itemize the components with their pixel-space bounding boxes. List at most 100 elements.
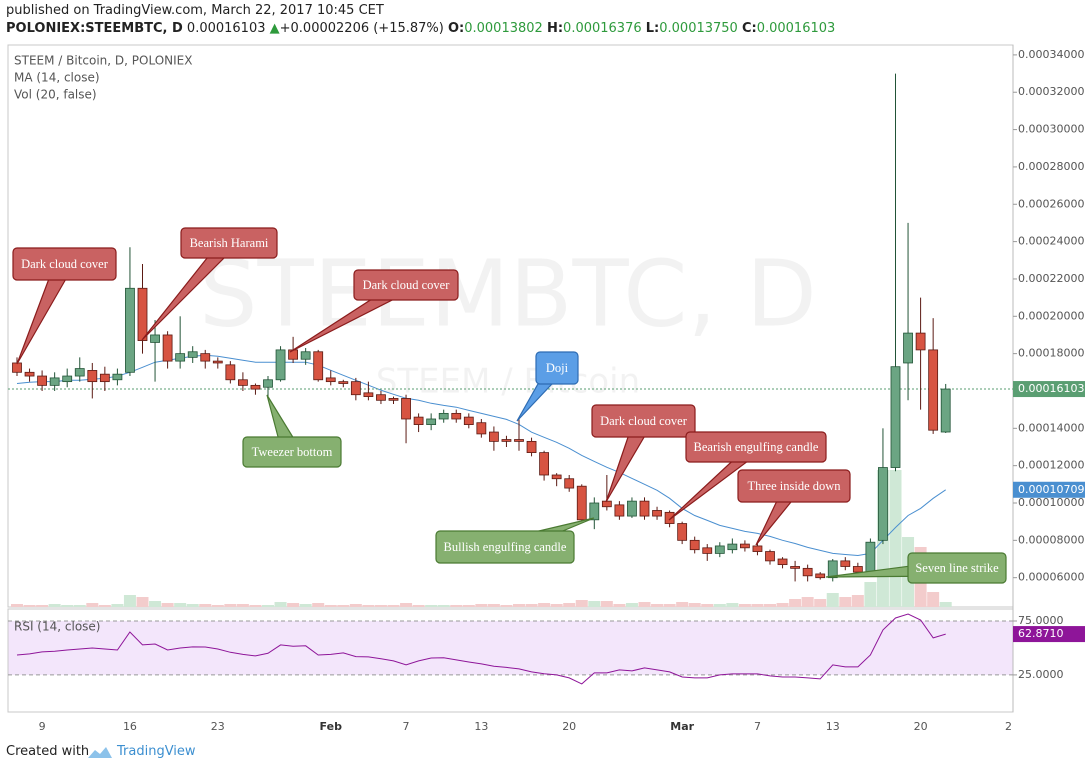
candle-body	[388, 398, 399, 401]
ohlc-label: L:	[645, 21, 660, 36]
candle-body	[827, 560, 838, 579]
volume-bar	[412, 605, 425, 607]
candle-body	[99, 373, 110, 383]
candle-body	[49, 377, 60, 386]
x-tick-label: Mar	[670, 720, 694, 733]
volume-bar	[701, 604, 714, 607]
volume-bar	[161, 603, 174, 607]
volume-bar	[588, 601, 601, 607]
y-tick-label: 0.00030000	[1018, 123, 1084, 136]
volume-bar	[563, 603, 576, 607]
volume-bar	[374, 605, 387, 607]
symbol-line: POLONIEX:STEEMBTC, D 0.00016103 ▲+0.0000…	[6, 21, 835, 36]
callout-text: Tweezer bottom	[252, 445, 333, 459]
candle-body	[488, 431, 499, 442]
volume-bar	[738, 604, 751, 607]
candle-body	[928, 349, 939, 431]
candle-body	[162, 334, 173, 362]
volume-bar	[801, 597, 814, 607]
candle-body	[652, 510, 662, 517]
candle-body	[576, 485, 587, 521]
rsi-tick-label: 75.0000	[1018, 614, 1064, 627]
candle-body	[940, 388, 951, 433]
x-tick-label: 7	[754, 720, 761, 733]
plot-layer: 25.0000 75.0000 0.00006000 0.00008000 0.0001…	[8, 48, 1085, 733]
candle-body	[263, 379, 273, 388]
y-tick-label: 0.00026000	[1018, 197, 1084, 210]
legend-ma: MA (14, close)	[14, 71, 100, 85]
callout-box	[535, 351, 579, 385]
volume-bar	[839, 597, 852, 607]
volume-bar	[600, 601, 613, 607]
candle-body	[87, 370, 98, 383]
volume-bar	[98, 605, 111, 607]
volume-bar	[450, 605, 463, 607]
volume-bar	[713, 604, 726, 607]
volume-bar	[927, 592, 940, 607]
volume-bar	[513, 604, 525, 607]
candle-body	[802, 567, 813, 577]
volume-bar	[851, 595, 864, 607]
candle-body	[627, 500, 637, 517]
volume-bar	[299, 604, 312, 607]
y-tick-label: 0.00006000	[1018, 571, 1084, 584]
y-tick-label: 0.00022000	[1018, 272, 1084, 285]
x-tick-label: 13	[826, 720, 840, 733]
change: +0.00002206 (+15.87%)	[279, 21, 444, 36]
volume-bar	[312, 603, 325, 607]
candle-body	[903, 332, 913, 364]
candle-body	[275, 349, 286, 381]
candle-body	[777, 558, 788, 566]
candle-body	[150, 334, 160, 343]
candle-body	[765, 551, 775, 562]
callout-box	[435, 530, 575, 564]
x-tick-label: 23	[211, 720, 225, 733]
symbol: POLONIEX:STEEMBTC, D	[6, 21, 183, 36]
brand[interactable]: TradingView	[117, 744, 196, 759]
callout-text: Doji	[546, 361, 569, 375]
candle-body	[501, 439, 512, 442]
volume-bar	[864, 582, 877, 607]
candle-body	[37, 375, 47, 386]
callout-box	[242, 436, 342, 468]
volume-bar	[400, 603, 413, 607]
candle-body	[852, 566, 863, 573]
ohlc-value: 0.00016103	[756, 21, 836, 36]
candle-body	[463, 416, 474, 425]
candle-body	[915, 332, 926, 351]
volume-bar	[726, 603, 739, 607]
callout-text: Dark cloud cover	[21, 257, 109, 271]
volume-bar	[86, 603, 99, 607]
candle-body	[514, 439, 524, 442]
last-price-label: 0.00016103	[1018, 382, 1084, 395]
rsi-line	[16, 613, 946, 685]
callout-text: Bearish Harami	[190, 236, 269, 250]
candle-body	[112, 373, 123, 381]
ohlc-value: 0.00013802	[464, 21, 543, 36]
callout-text: Three inside down	[747, 479, 841, 493]
x-tick-label: 9	[39, 720, 46, 733]
volume-bar	[638, 602, 651, 607]
candle-body	[187, 351, 198, 358]
volume-bar	[73, 605, 86, 607]
candle-body	[890, 366, 901, 468]
logo-shape	[88, 747, 112, 758]
ohlc-label: H:	[546, 21, 564, 36]
volume-bar	[249, 605, 262, 607]
candle-body	[24, 371, 35, 377]
candle-body	[740, 543, 750, 549]
volume-bar	[475, 604, 488, 607]
created-with: Created with	[6, 744, 90, 759]
candle-body	[200, 353, 211, 362]
x-tick-label: 20	[562, 720, 576, 733]
volume-bar	[337, 605, 350, 607]
x-tick-label: 13	[474, 720, 488, 733]
y-tick-label: 0.00020000	[1018, 309, 1084, 322]
volume-bar	[262, 605, 274, 607]
volume-bar	[387, 605, 400, 607]
candle-body	[325, 377, 336, 383]
volume-bar	[324, 605, 337, 607]
candle-body	[727, 543, 738, 551]
volume-bar	[186, 604, 199, 607]
callout-text: Seven line strike	[915, 561, 999, 575]
